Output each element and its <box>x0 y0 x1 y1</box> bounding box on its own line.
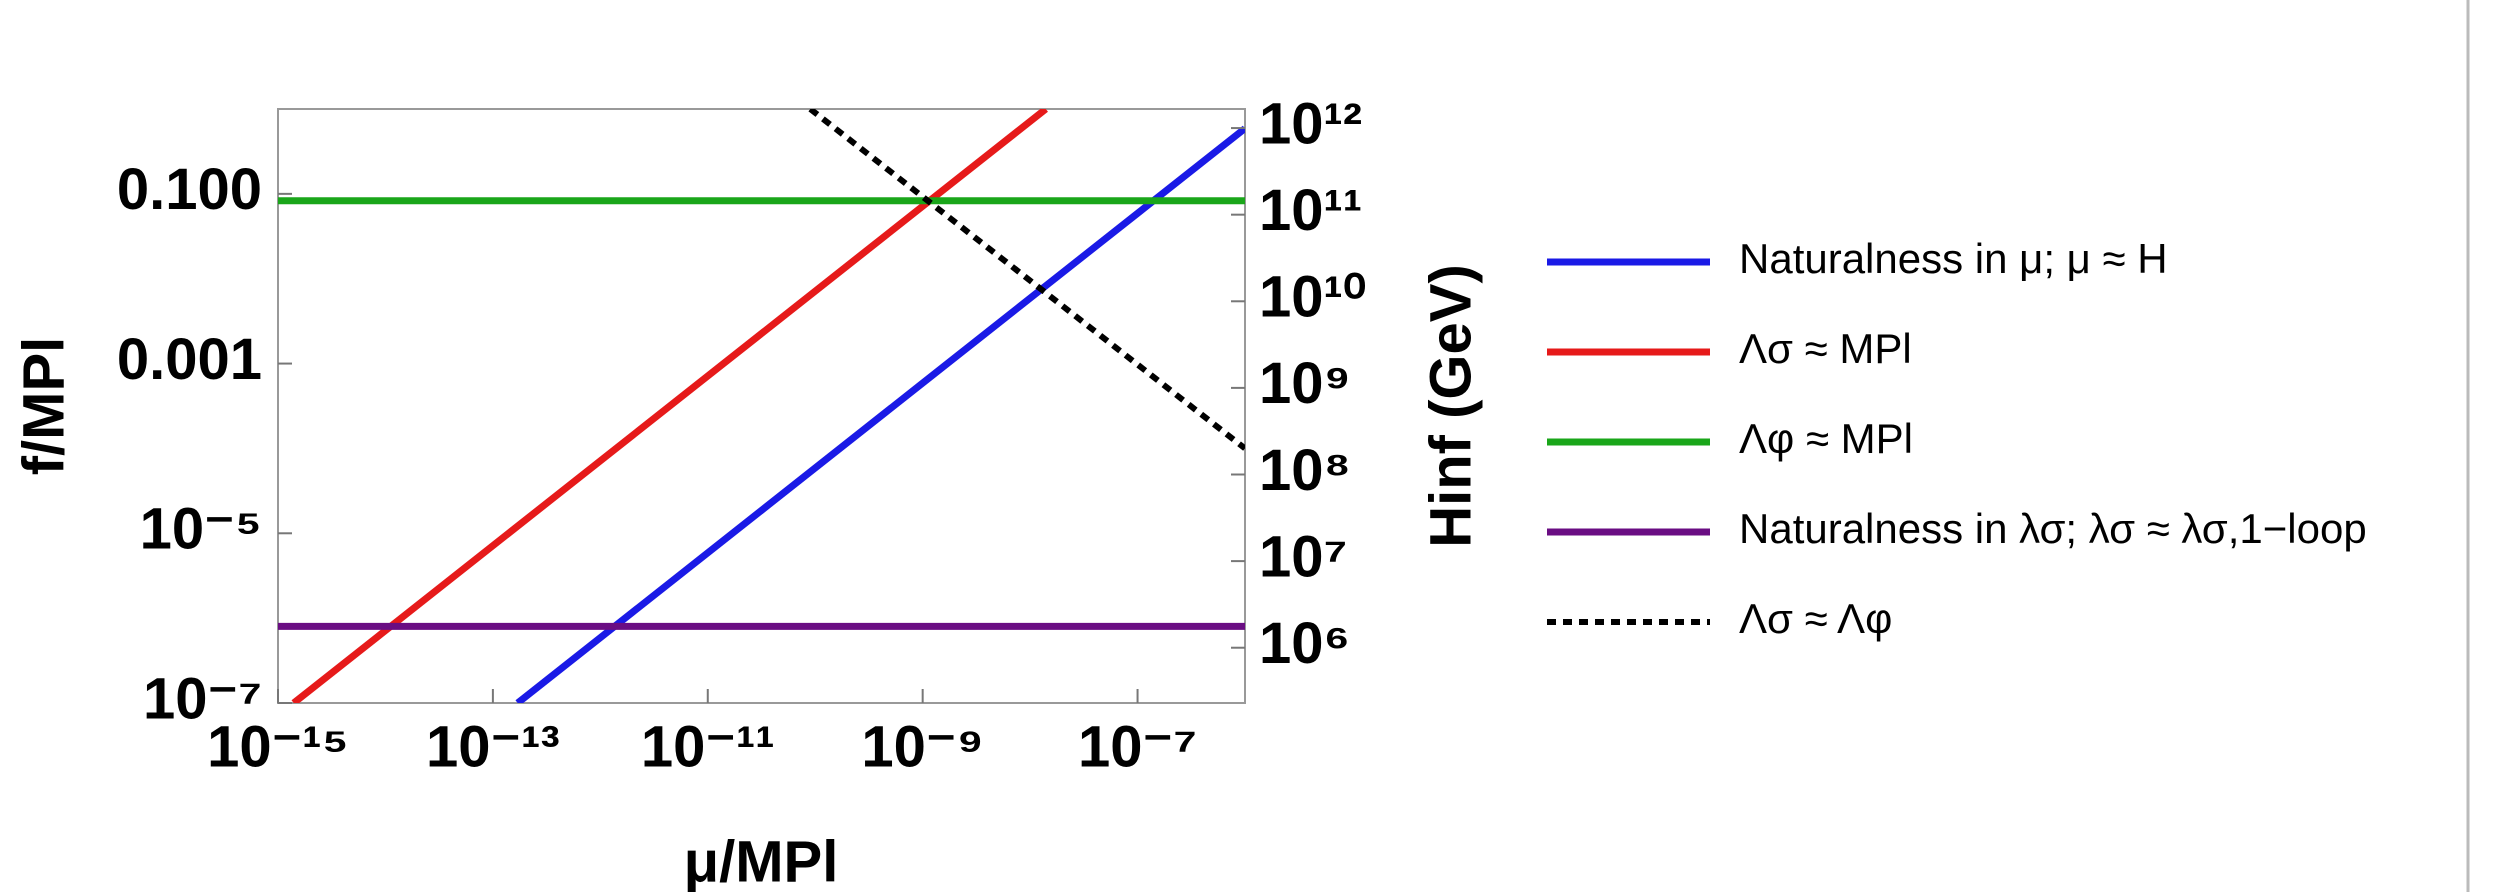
y-tick-label: 0.001 <box>117 327 262 392</box>
legend-label: Λσ ≈ MPl <box>1739 325 1912 372</box>
y2-tick-label: 10¹² <box>1259 91 1362 156</box>
y2-axis-label: Hinf (GeV) <box>1418 264 1483 548</box>
series-line <box>515 125 1245 703</box>
y-tick-label: 10⁻⁵ <box>140 497 262 562</box>
x-tick-label: 10⁻¹¹ <box>641 714 775 779</box>
series-line <box>291 109 1048 703</box>
y-tick-label: 10⁻⁷ <box>143 666 262 731</box>
x-tick-label: 10⁻¹⁵ <box>207 714 349 779</box>
x-tick-label: 10⁻⁷ <box>1078 714 1197 779</box>
x-tick-label: 10⁻⁹ <box>861 714 984 779</box>
series-line <box>808 109 1245 451</box>
y2-tick-label: 10¹¹ <box>1259 178 1362 243</box>
legend-label: Naturalness in λσ; λσ ≈ λσ,1−loop <box>1739 505 2367 552</box>
y2-tick-label: 10⁷ <box>1259 524 1347 589</box>
legend-label: Naturalness in μ; μ ≈ H <box>1739 235 2168 282</box>
y2-tick-label: 10⁹ <box>1259 351 1351 416</box>
plot-frame <box>277 108 1246 704</box>
legend-label: Λφ ≈ MPl <box>1739 415 1913 462</box>
y2-tick-label: 10⁸ <box>1259 438 1351 503</box>
y-axis-label: f/MPl <box>11 337 76 476</box>
legend-label: Λσ ≈ Λφ <box>1739 595 1892 642</box>
y2-tick-label: 10⁶ <box>1259 611 1350 676</box>
y2-tick-label: 10¹⁰ <box>1259 265 1366 330</box>
plot-lines <box>278 109 1245 703</box>
y-tick-label: 0.100 <box>117 157 262 222</box>
x-axis-label: μ/MPl <box>684 829 839 892</box>
x-tick-label: 10⁻¹³ <box>426 714 560 779</box>
